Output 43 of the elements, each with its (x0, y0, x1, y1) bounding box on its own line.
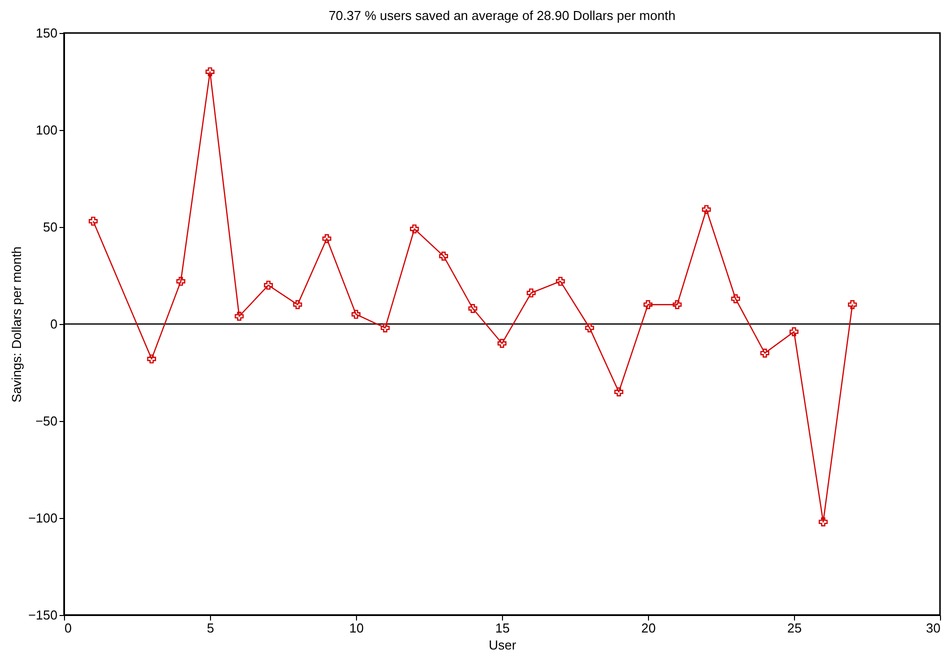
y-tick-label: 50 (43, 220, 58, 234)
point (206, 67, 214, 76)
point (731, 294, 740, 304)
point (293, 300, 302, 310)
point (147, 354, 156, 364)
point (672, 300, 682, 310)
x-tick-label: 15 (495, 620, 510, 636)
y-tick-label: −50 (35, 414, 58, 428)
chart-title: 70.37 % users saved an average of 28.90 Dollars per month (328, 8, 676, 23)
point (614, 387, 624, 396)
y-tick-label: 150 (36, 26, 58, 40)
point (264, 280, 273, 290)
x-tick-label: 0 (64, 620, 72, 636)
y-tick-label: −100 (28, 510, 58, 526)
y-tick-label: 0 (50, 316, 58, 332)
point (790, 327, 798, 336)
point (380, 323, 390, 332)
point (468, 304, 478, 313)
point (410, 224, 419, 234)
point (585, 323, 594, 332)
point (848, 300, 857, 310)
point (760, 348, 770, 358)
point (439, 252, 448, 261)
y-tick-label: −150 (28, 608, 58, 622)
point (644, 300, 652, 310)
x-tick-label: 20 (641, 620, 656, 636)
point (526, 288, 536, 298)
point (234, 312, 244, 321)
x-tick-label: 25 (787, 620, 802, 636)
y-axis-title: Savings: Dollars per month (9, 246, 24, 403)
point (88, 216, 98, 226)
x-tick-label: 5 (206, 620, 214, 636)
y-tick-label: 100 (36, 122, 58, 138)
x-axis-title: User (488, 638, 517, 652)
point (176, 276, 186, 286)
point (322, 234, 332, 244)
point (556, 276, 565, 286)
x-tick-label: 10 (349, 620, 364, 636)
point (818, 517, 828, 526)
x-tick-label: 30 (926, 620, 940, 636)
point (498, 338, 506, 348)
point (352, 310, 360, 319)
point (702, 205, 711, 214)
